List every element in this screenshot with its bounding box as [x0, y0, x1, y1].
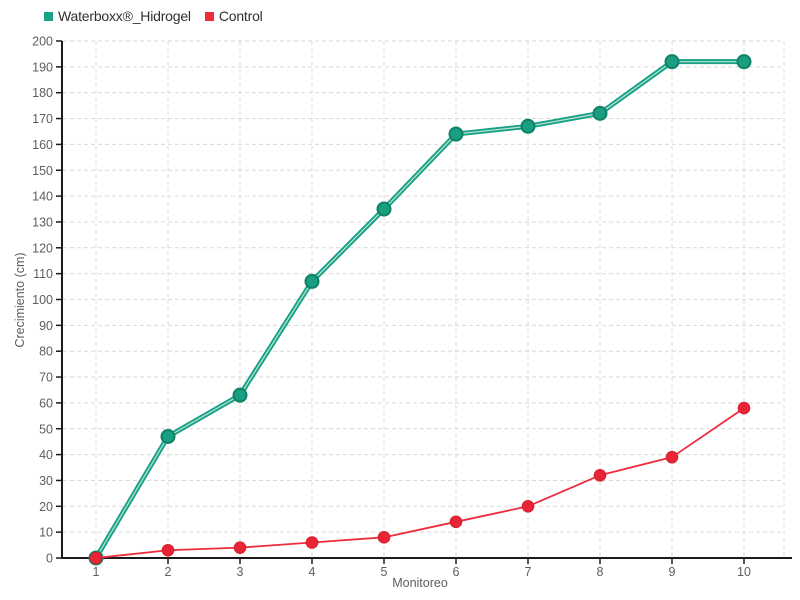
- x-tick-label: 7: [525, 565, 532, 579]
- y-tick-label: 50: [39, 422, 53, 436]
- y-tick-label: 190: [32, 60, 53, 74]
- y-tick-label: 10: [39, 526, 53, 540]
- x-tick-label: 8: [597, 565, 604, 579]
- data-point-waterboxx-hidrogel-4[interactable]: [304, 273, 320, 289]
- y-tick-label: 70: [39, 371, 53, 385]
- y-tick-label: 110: [33, 267, 53, 281]
- data-point-waterboxx-hidrogel-2[interactable]: [160, 429, 176, 445]
- y-tick-label: 20: [39, 500, 53, 514]
- y-tick-label: 150: [32, 164, 53, 178]
- series-line-control: [95, 407, 745, 559]
- y-tick-label: 90: [39, 319, 53, 333]
- data-point-waterboxx-hidrogel-6[interactable]: [448, 126, 464, 142]
- y-tick-label: 200: [32, 35, 53, 49]
- y-tick-label: 160: [32, 138, 53, 152]
- x-axis-title: Monitoreo: [392, 576, 448, 590]
- y-tick-label: 80: [39, 345, 53, 359]
- data-point-control-5[interactable]: [377, 531, 391, 544]
- y-tick-label: 0: [46, 552, 53, 566]
- y-tick-label: 170: [32, 112, 53, 126]
- y-tick-label: 40: [39, 448, 53, 462]
- y-tick-label: 120: [32, 241, 53, 255]
- data-point-control-10[interactable]: [737, 401, 751, 415]
- data-point-control-3[interactable]: [233, 541, 247, 554]
- data-point-control-6[interactable]: [449, 515, 463, 529]
- x-tick-label: 10: [737, 565, 751, 579]
- data-point-waterboxx-hidrogel-3[interactable]: [232, 387, 248, 403]
- y-axis-title: Crecimiento (cm): [13, 252, 27, 347]
- data-point-waterboxx-hidrogel-10[interactable]: [736, 54, 752, 70]
- y-tick-label: 30: [39, 474, 53, 488]
- x-tick-label: 9: [669, 565, 676, 579]
- x-tick-label: 4: [309, 565, 316, 579]
- x-tick-label: 6: [453, 565, 460, 579]
- y-tick-label: 100: [32, 293, 53, 307]
- data-point-control-1[interactable]: [89, 551, 103, 565]
- x-tick-label: 2: [165, 565, 172, 579]
- x-tick-label: 5: [381, 565, 388, 579]
- chart-legend: Waterboxx®_Hidrogel Control: [44, 8, 263, 24]
- legend-label-waterboxx-hidrogel: Waterboxx®_Hidrogel: [58, 8, 191, 24]
- x-tick-label: 1: [93, 565, 100, 579]
- y-tick-label: 60: [39, 396, 53, 410]
- data-point-control-7[interactable]: [521, 500, 535, 513]
- legend-swatch-waterboxx-icon: [44, 11, 53, 21]
- y-tick-label: 180: [32, 86, 53, 100]
- series-line-waterboxx-hidrogel: [93, 59, 747, 561]
- data-point-control-2[interactable]: [161, 543, 175, 557]
- x-tick-label: 3: [237, 565, 244, 579]
- data-point-waterboxx-hidrogel-7[interactable]: [520, 118, 536, 134]
- data-point-control-8[interactable]: [593, 468, 607, 482]
- legend-item-control[interactable]: Control: [204, 8, 263, 24]
- data-point-waterboxx-hidrogel-5[interactable]: [376, 201, 392, 217]
- y-tick-label: 140: [32, 190, 53, 204]
- legend-item-waterboxx-hidrogel[interactable]: Waterboxx®_Hidrogel: [44, 8, 191, 24]
- data-point-control-9[interactable]: [665, 450, 679, 464]
- data-point-control-4[interactable]: [305, 536, 319, 549]
- series-line-highlight-waterboxx-hidrogel: [95, 61, 744, 559]
- legend-swatch-control-icon: [204, 11, 214, 21]
- data-point-waterboxx-hidrogel-9[interactable]: [664, 54, 680, 70]
- data-point-waterboxx-hidrogel-8[interactable]: [592, 105, 608, 121]
- legend-label-control: Control: [218, 8, 263, 24]
- y-tick-label: 130: [32, 215, 53, 229]
